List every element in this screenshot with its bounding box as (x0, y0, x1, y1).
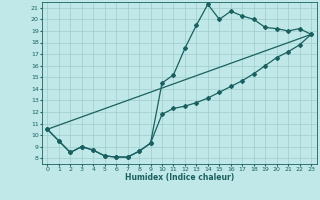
X-axis label: Humidex (Indice chaleur): Humidex (Indice chaleur) (124, 173, 234, 182)
